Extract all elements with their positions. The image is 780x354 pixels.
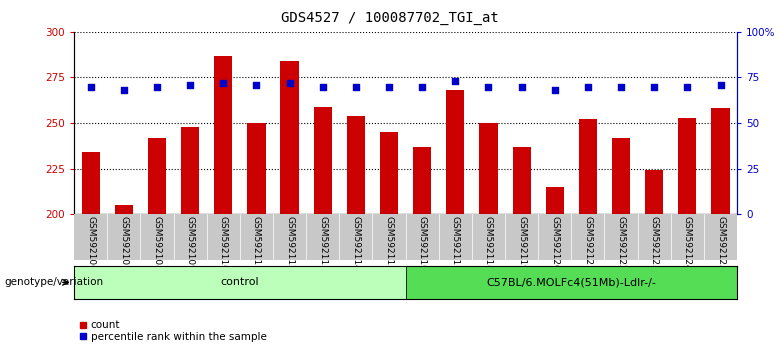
Bar: [480, 123, 498, 214]
Bar: [148, 138, 166, 214]
Point: [84, 84, 97, 89]
Text: GSM592110: GSM592110: [218, 216, 228, 270]
Bar: [612, 138, 630, 214]
Point: [349, 84, 362, 89]
Bar: [74, 266, 406, 299]
Text: GSM592125: GSM592125: [716, 216, 725, 270]
Text: GSM592122: GSM592122: [616, 216, 626, 270]
Legend: count, percentile rank within the sample: count, percentile rank within the sample: [80, 320, 267, 342]
Bar: [446, 90, 464, 214]
Text: GSM592119: GSM592119: [517, 216, 526, 270]
Bar: [181, 127, 199, 214]
Text: GSM592106: GSM592106: [86, 216, 95, 270]
Point: [714, 82, 727, 87]
Text: GSM592123: GSM592123: [650, 216, 659, 270]
Point: [151, 84, 163, 89]
Bar: [711, 108, 729, 214]
Bar: [679, 118, 697, 214]
Point: [548, 87, 561, 93]
Text: GSM592117: GSM592117: [451, 216, 460, 270]
Text: genotype/variation: genotype/variation: [4, 277, 103, 287]
Text: C57BL/6.MOLFc4(51Mb)-Ldlr-/-: C57BL/6.MOLFc4(51Mb)-Ldlr-/-: [487, 277, 656, 287]
Bar: [645, 170, 663, 214]
Text: GSM592124: GSM592124: [682, 216, 692, 270]
Text: GSM592116: GSM592116: [417, 216, 427, 270]
Bar: [82, 152, 100, 214]
Bar: [413, 147, 431, 214]
Point: [482, 84, 495, 89]
Text: GSM592114: GSM592114: [351, 216, 360, 270]
Bar: [347, 116, 365, 214]
Point: [118, 87, 130, 93]
Point: [250, 82, 263, 87]
Point: [681, 84, 693, 89]
Text: GSM592118: GSM592118: [484, 216, 493, 270]
Point: [416, 84, 428, 89]
Bar: [314, 107, 332, 214]
Text: GSM592121: GSM592121: [583, 216, 593, 270]
Point: [317, 84, 329, 89]
Text: GSM592113: GSM592113: [318, 216, 328, 270]
Point: [449, 78, 462, 84]
Point: [383, 84, 395, 89]
Bar: [579, 119, 597, 214]
Bar: [406, 266, 737, 299]
Bar: [546, 187, 564, 214]
Text: GSM592115: GSM592115: [385, 216, 394, 270]
Bar: [281, 61, 299, 214]
Text: control: control: [221, 277, 259, 287]
Bar: [215, 56, 232, 214]
Text: GSM592107: GSM592107: [119, 216, 129, 270]
Point: [516, 84, 528, 89]
Bar: [512, 147, 530, 214]
Point: [217, 80, 229, 86]
Bar: [247, 123, 265, 214]
Point: [283, 80, 296, 86]
Point: [184, 82, 197, 87]
Point: [648, 84, 661, 89]
Text: GSM592112: GSM592112: [285, 216, 294, 270]
Point: [582, 84, 594, 89]
Bar: [380, 132, 398, 214]
Text: GSM592109: GSM592109: [186, 216, 195, 270]
Point: [615, 84, 627, 89]
Text: GDS4527 / 100087702_TGI_at: GDS4527 / 100087702_TGI_at: [281, 11, 499, 25]
Text: GSM592111: GSM592111: [252, 216, 261, 270]
Bar: [115, 205, 133, 214]
Text: GSM592120: GSM592120: [550, 216, 559, 270]
Text: GSM592108: GSM592108: [152, 216, 161, 270]
